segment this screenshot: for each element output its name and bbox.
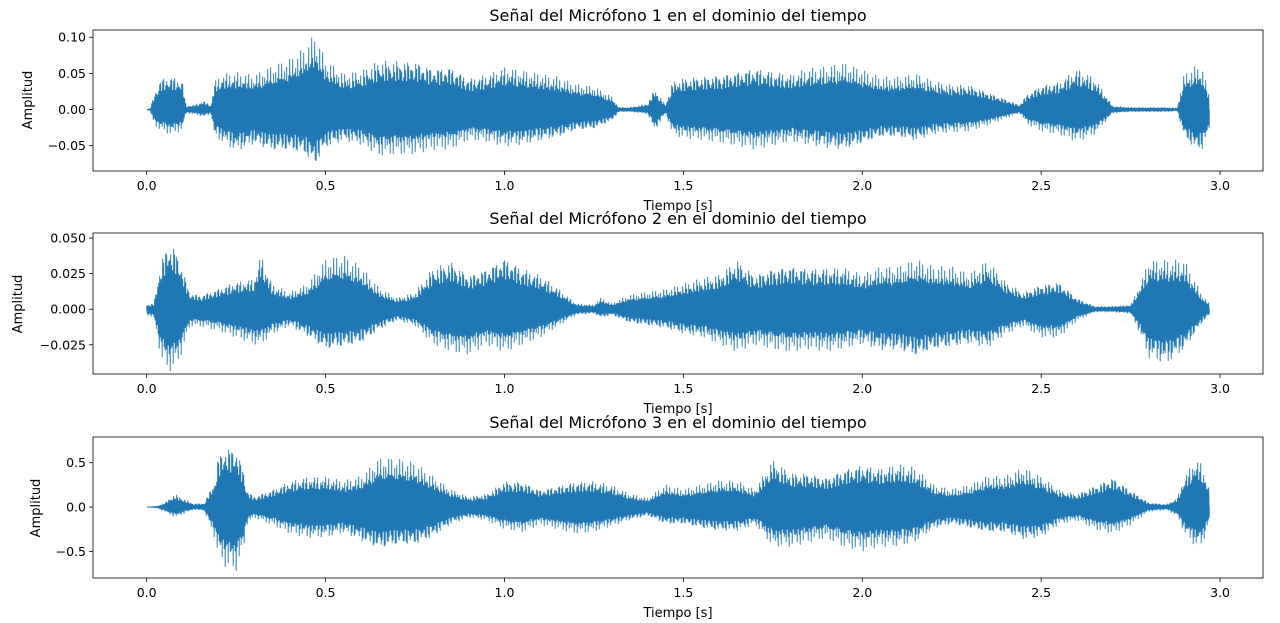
subplot-1-signal-line [146,37,1210,162]
subplot-2-title: Señal del Micrófono 2 en el dominio del … [489,209,866,228]
subplot-3-plot-area [146,449,1210,572]
subplot-2-plot-area [146,248,1210,372]
subplot-1-ytick-label: 0.05 [58,66,86,81]
subplot-2-xtick-label: 3.0 [1210,381,1230,396]
subplot-1-xtick-label: 2.0 [852,178,872,193]
subplot-1-ylabel: Amplitud [21,71,36,130]
subplot-1-xlabel: Tiempo [s] [642,199,712,214]
subplot-2-signal-line [146,248,1210,372]
subplot-3-xtick-label: 2.5 [1031,585,1051,600]
subplot-1-xtick-label: 1.5 [673,178,693,193]
subplot-1-xtick-label: 1.0 [495,178,515,193]
subplot-1-xtick-label: 0.0 [137,178,157,193]
subplot-1-xtick-label: 0.5 [316,178,336,193]
subplot-1-title: Señal del Micrófono 1 en el dominio del … [489,6,866,25]
subplot-2-ylabel: Amplitud [11,275,26,334]
subplot-3-ylabel: Amplitud [29,479,44,538]
subplot-3-ytick-label: 0.0 [66,500,86,515]
subplot-2-frame [92,232,1264,375]
subplot-1-frame [92,29,1264,172]
subplot-2-ytick-label: 0.025 [50,266,86,281]
subplot-2: Señal del Micrófono 2 en el dominio del … [11,209,1264,417]
subplot-2-ytick-label: −0.025 [40,337,86,352]
subplot-3-frame [92,436,1264,579]
subplot-3-ytick-label: −0.5 [56,544,86,559]
subplot-2-ytick-label: 0.000 [50,302,86,317]
subplot-2-xtick-label: 2.0 [852,381,872,396]
subplot-3-xtick-label: 0.5 [316,585,336,600]
subplot-1-xtick-label: 2.5 [1031,178,1051,193]
subplot-3-ytick-label: 0.5 [66,455,86,470]
subplot-2-xtick-label: 0.0 [137,381,157,396]
subplot-2-xtick-label: 0.5 [316,381,336,396]
subplot-3-xtick-label: 1.0 [495,585,515,600]
subplot-1: Señal del Micrófono 1 en el dominio del … [21,6,1264,214]
subplot-1-ytick-label: 0.00 [58,102,86,117]
subplot-3-xlabel: Tiempo [s] [642,606,712,621]
subplot-1-xtick-label: 3.0 [1210,178,1230,193]
subplot-3-title: Señal del Micrófono 3 en el dominio del … [489,413,866,432]
subplot-3-signal-line [146,449,1210,572]
subplot-2-ytick-label: 0.050 [50,230,86,245]
subplot-1-ytick-label: 0.10 [58,30,86,45]
subplot-3-xtick-label: 0.0 [137,585,157,600]
subplot-2-xtick-label: 1.5 [673,381,693,396]
subplot-2-xlabel: Tiempo [s] [642,402,712,417]
subplot-3-xtick-label: 2.0 [852,585,872,600]
subplot-2-xtick-label: 2.5 [1031,381,1051,396]
subplot-1-ytick-label: −0.05 [48,138,86,153]
subplot-3-xtick-label: 3.0 [1210,585,1230,600]
subplot-2-xtick-label: 1.0 [495,381,515,396]
subplot-1-plot-area [146,37,1210,162]
subplot-3: Señal del Micrófono 3 en el dominio del … [29,413,1264,621]
subplot-3-xtick-label: 1.5 [673,585,693,600]
